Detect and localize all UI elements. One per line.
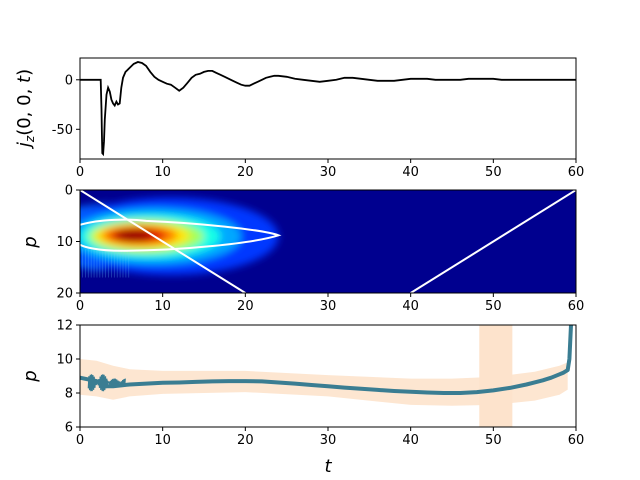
mid-ytick-label: 10 (56, 235, 73, 250)
bottom-xtick-label: 30 (320, 433, 337, 448)
bottom-ytick-label: 12 (56, 319, 73, 334)
current-density-line (80, 61, 576, 157)
light-cone-line (410, 190, 576, 293)
mid-xtick-label: 10 (154, 299, 171, 314)
bottom-xtick-label: 40 (402, 433, 419, 448)
top-ytick-label: 0 (65, 73, 73, 88)
momentum-trajectory-panel: 0 10 20 30 40 50 60 6 8 10 12 p t (20, 319, 584, 478)
mid-xtick-label: 30 (320, 299, 337, 314)
mid-ytick-label: 20 (56, 287, 73, 302)
mid-xtick-label: 20 (237, 299, 254, 314)
bottom-xtick-label: 20 (237, 433, 254, 448)
mid-ytick-label: 0 (65, 184, 73, 199)
mid-xtick-label: 60 (568, 299, 585, 314)
bottom-ytick-label: 6 (65, 421, 73, 436)
current-density-panel: 0 10 20 30 40 50 60 0 -50 jz(0, 0, t) (14, 57, 585, 180)
top-xtick-label: 30 (320, 165, 337, 180)
top-axes-frame (79, 57, 577, 160)
top-ylabel: jz(0, 0, t) (14, 69, 37, 150)
mid-xtick-label: 0 (76, 299, 84, 314)
top-xtick-label: 40 (402, 165, 419, 180)
heatmap-intensity-layer (115, 230, 152, 241)
bottom-xtick-label: 50 (485, 433, 502, 448)
top-xtick-label: 20 (237, 165, 254, 180)
bottom-xtick-label: 0 (76, 433, 84, 448)
bottom-xtick-label: 60 (568, 433, 585, 448)
top-xtick-label: 60 (568, 165, 585, 180)
top-xtick-label: 0 (76, 165, 84, 180)
bottom-ylabel: p (20, 370, 41, 382)
mid-ylabel: p (20, 236, 41, 248)
bottom-ytick-label: 8 (65, 387, 73, 402)
top-xtick-label: 10 (154, 165, 171, 180)
bottom-ytick-label: 10 (56, 353, 73, 368)
top-xtick-label: 50 (485, 165, 502, 180)
top-ytick-label: -50 (52, 123, 73, 138)
bottom-xtick-label: 10 (154, 433, 171, 448)
light-cone-line (80, 190, 246, 293)
mid-xtick-label: 40 (402, 299, 419, 314)
mid-xtick-label: 50 (485, 299, 502, 314)
heatmap-contour (80, 218, 282, 252)
momentum-heatmap-panel: 0 10 20 30 40 50 60 0 10 20 p (20, 184, 584, 315)
momentum-trajectory-line (80, 325, 573, 395)
bottom-xlabel: t (324, 456, 332, 477)
vertical-band (479, 325, 513, 427)
